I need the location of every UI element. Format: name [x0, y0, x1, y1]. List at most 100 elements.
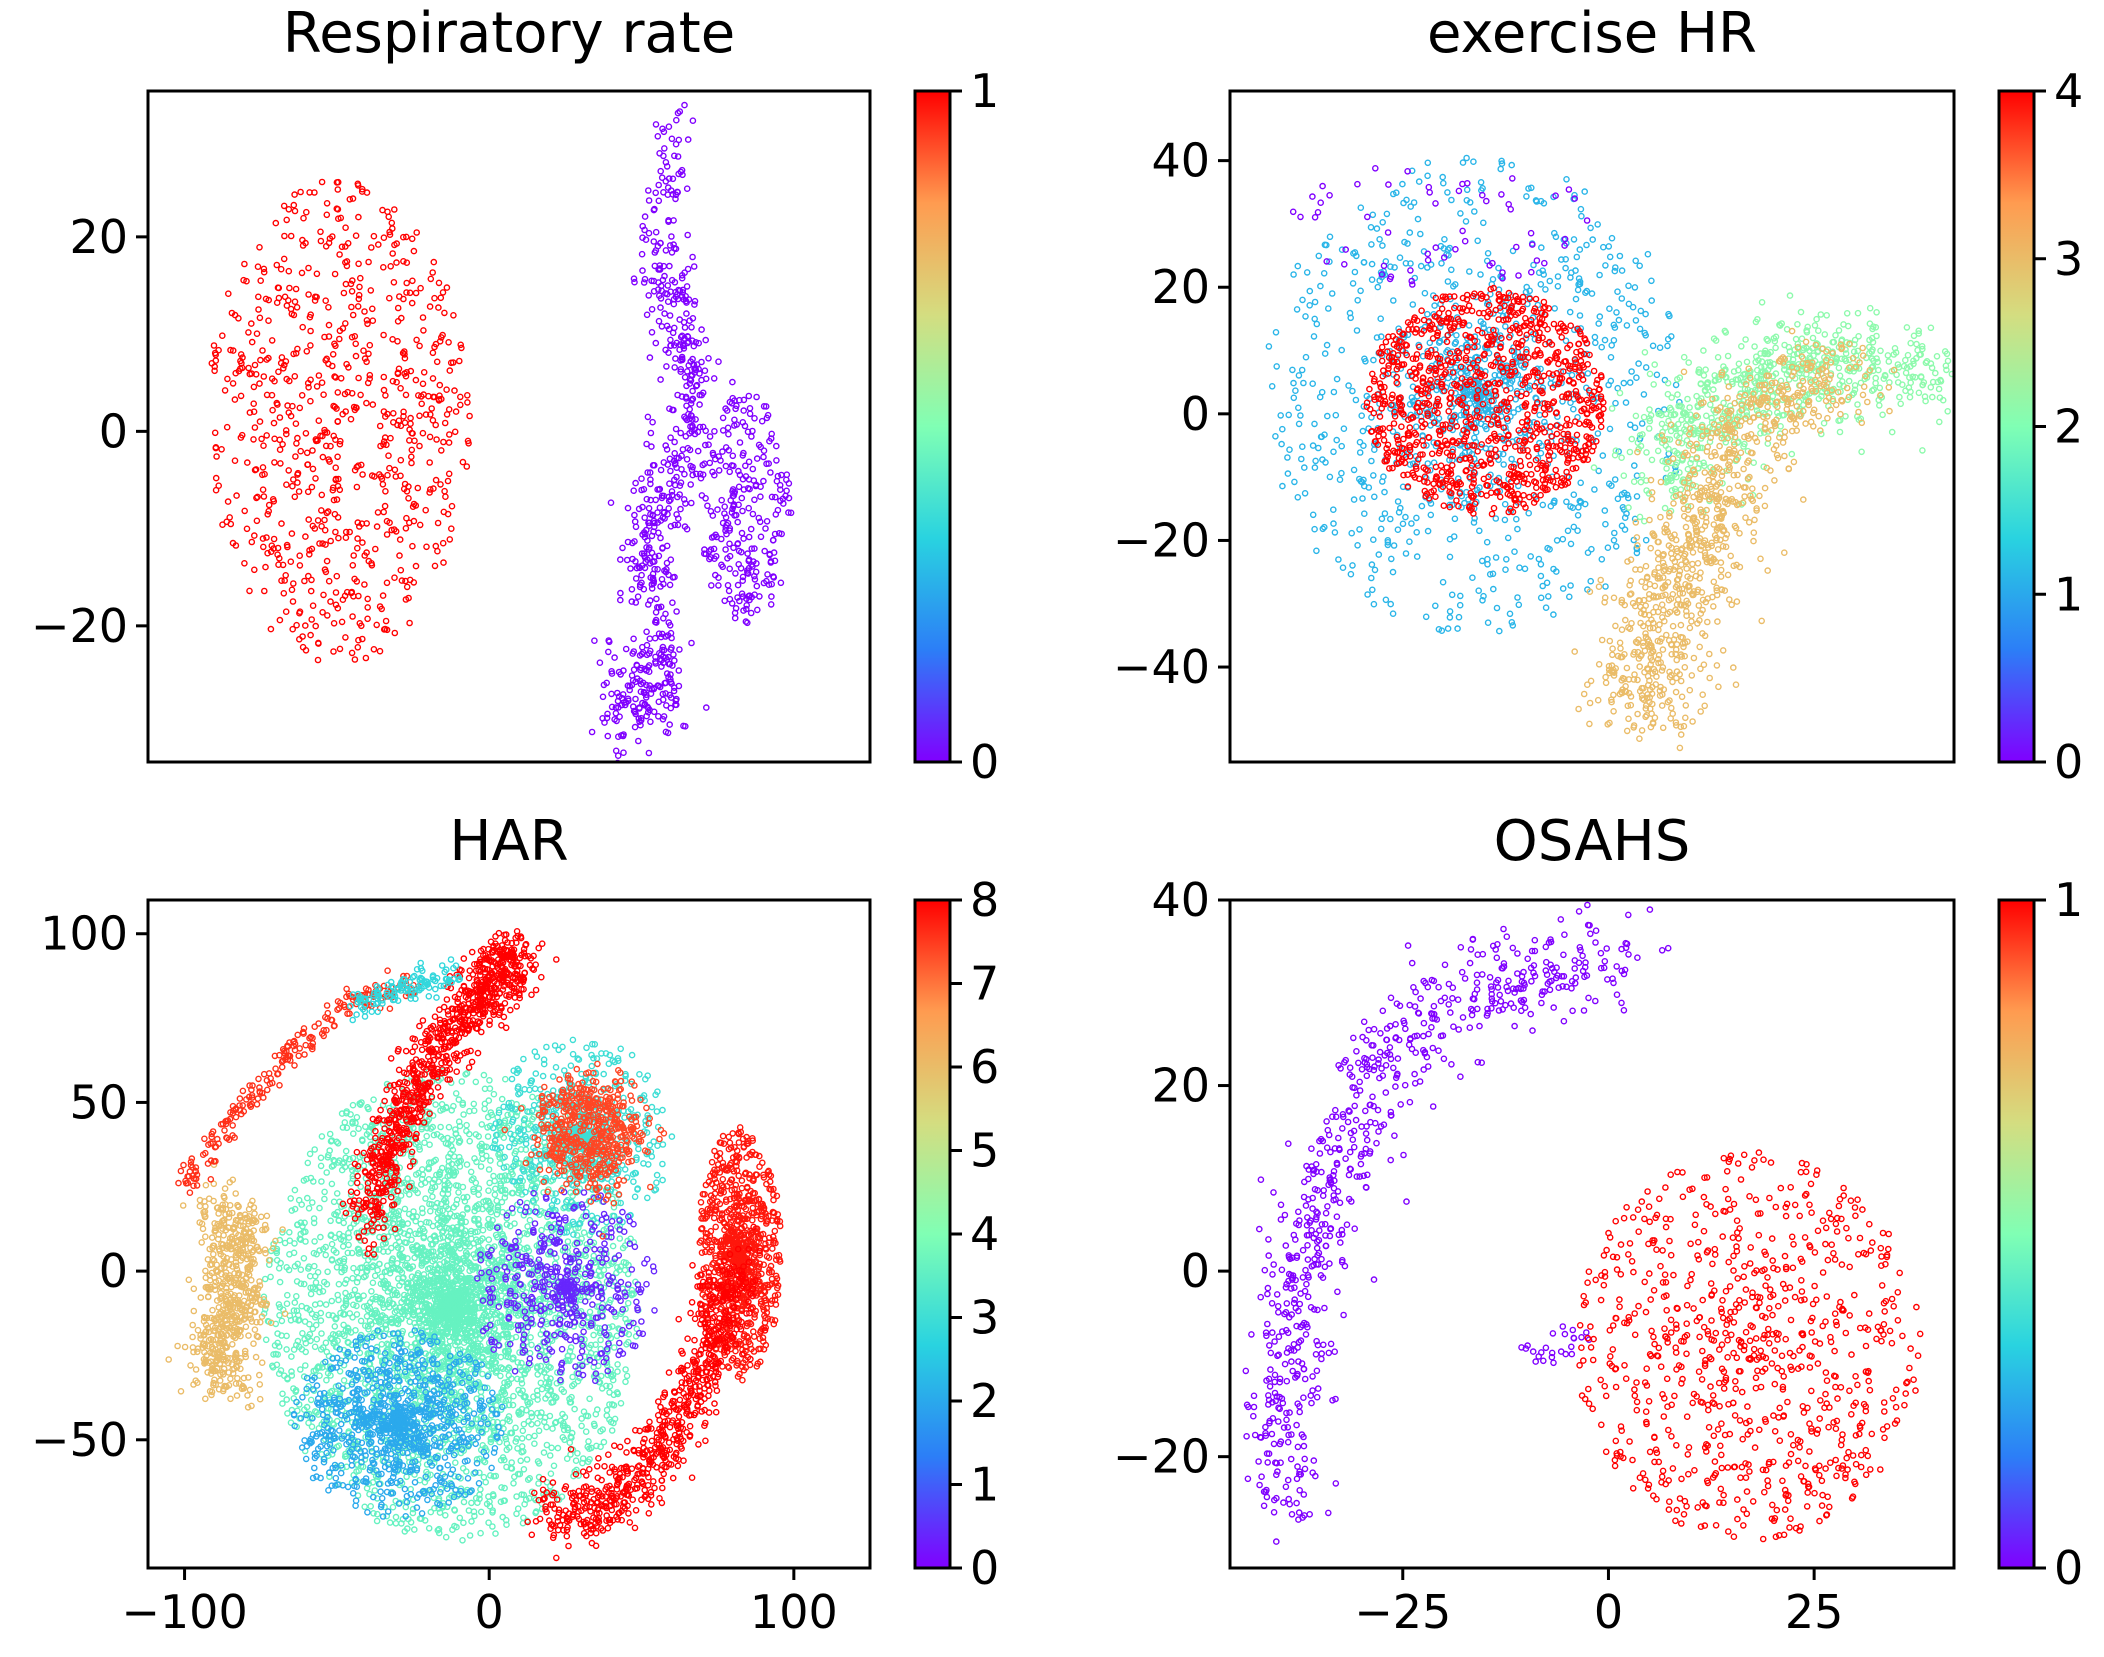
scatter-point	[1430, 487, 1437, 494]
scatter-point	[1643, 573, 1651, 581]
scatter-point	[1666, 509, 1673, 517]
scatter-point	[347, 415, 355, 423]
scatter-point	[403, 259, 411, 267]
scatter-point	[441, 309, 448, 317]
scatter-point	[1370, 409, 1378, 417]
scatter-point	[402, 525, 410, 532]
scatter-point	[333, 405, 340, 412]
scatter-point	[1413, 459, 1421, 467]
scatter-point	[702, 427, 710, 435]
scatter-point	[756, 518, 764, 526]
scatter-point	[1519, 305, 1527, 313]
scatter-point	[664, 282, 672, 289]
scatter-point	[1638, 420, 1646, 427]
scatter-point	[1462, 218, 1470, 225]
scatter-point	[1560, 430, 1567, 438]
scatter-point	[1492, 453, 1500, 460]
scatter-point	[312, 622, 320, 630]
scatter-point	[311, 189, 318, 196]
scatter-point	[1399, 180, 1406, 188]
scatter-point	[652, 121, 660, 128]
scatter-point	[254, 263, 262, 271]
scatter-point	[1590, 367, 1598, 375]
scatter-point	[632, 523, 640, 531]
scatter-point	[322, 242, 330, 250]
scatter-point	[1686, 404, 1693, 411]
scatter-point	[1658, 420, 1666, 428]
scatter-point	[308, 576, 315, 584]
scatter-point	[1712, 394, 1720, 402]
scatter-point	[1498, 157, 1505, 165]
scatter-point	[1493, 477, 1500, 484]
scatter-point	[1537, 491, 1544, 499]
scatter-point	[1406, 368, 1414, 376]
scatter-point	[1772, 379, 1779, 387]
scatter-point	[1781, 549, 1788, 557]
scatter-point	[1597, 417, 1605, 424]
scatter-point	[664, 184, 672, 191]
scatter-point	[757, 483, 764, 491]
scatter-point	[1764, 337, 1772, 345]
scatter-point	[676, 108, 684, 115]
scatter-point	[332, 464, 340, 472]
scatter-point	[416, 442, 423, 450]
scatter-point	[669, 599, 676, 607]
scatter-point	[1390, 190, 1397, 198]
scatter-point	[1612, 447, 1620, 455]
scatter-point	[1448, 196, 1455, 204]
scatter-point	[1397, 504, 1404, 512]
scatter-point	[1300, 379, 1307, 387]
scatter-point	[1442, 362, 1449, 369]
scatter-point	[289, 580, 297, 587]
scatter-point	[1621, 601, 1628, 609]
scatter-point	[318, 178, 326, 186]
scatter-point	[1375, 432, 1382, 440]
scatter-point	[1643, 449, 1650, 456]
scatter-point	[1474, 237, 1481, 245]
scatter-point	[235, 314, 242, 322]
scatter-point	[1632, 257, 1639, 265]
scatter-point	[286, 284, 293, 292]
scatter-point	[1520, 491, 1527, 499]
scatter-point	[628, 598, 636, 605]
scatter-point	[630, 666, 638, 674]
scatter-point	[435, 304, 442, 311]
scatter-point	[1289, 208, 1297, 216]
scatter-point	[1359, 427, 1367, 435]
scatter-point	[1471, 208, 1478, 215]
scatter-point	[1664, 698, 1672, 706]
scatter-point	[1571, 365, 1579, 373]
scatter-point	[1498, 401, 1505, 408]
scatter-point	[334, 604, 342, 612]
scatter-point	[400, 485, 408, 493]
scatter-point	[664, 461, 672, 468]
scatter-point	[1338, 442, 1345, 450]
scatter-point	[1894, 379, 1902, 386]
scatter-point	[1498, 334, 1505, 342]
scatter-point	[666, 262, 673, 270]
scatter-point	[636, 652, 644, 659]
scatter-point	[1633, 374, 1640, 382]
scatter-point	[1648, 657, 1656, 664]
scatter-point	[1508, 463, 1515, 471]
scatter-point	[270, 497, 278, 505]
scatter-point	[284, 543, 291, 551]
scatter-point	[1750, 529, 1758, 537]
scatter-point	[670, 651, 677, 658]
scatter-point	[440, 438, 447, 446]
scatter-point	[1512, 443, 1519, 450]
scatter-point	[725, 430, 732, 438]
scatter-point	[1483, 294, 1490, 301]
scatter-point	[673, 464, 680, 472]
scatter-point	[631, 511, 638, 519]
scatter-point	[246, 409, 254, 416]
scatter-point	[1377, 315, 1384, 323]
scatter-point	[393, 259, 400, 266]
scatter-point	[1418, 502, 1426, 510]
scatter-point	[1754, 373, 1761, 381]
scatter-point	[358, 635, 366, 643]
scatter-point	[398, 577, 406, 584]
scatter-point	[719, 414, 727, 422]
scatter-point	[1681, 652, 1688, 660]
scatter-point	[399, 349, 407, 357]
